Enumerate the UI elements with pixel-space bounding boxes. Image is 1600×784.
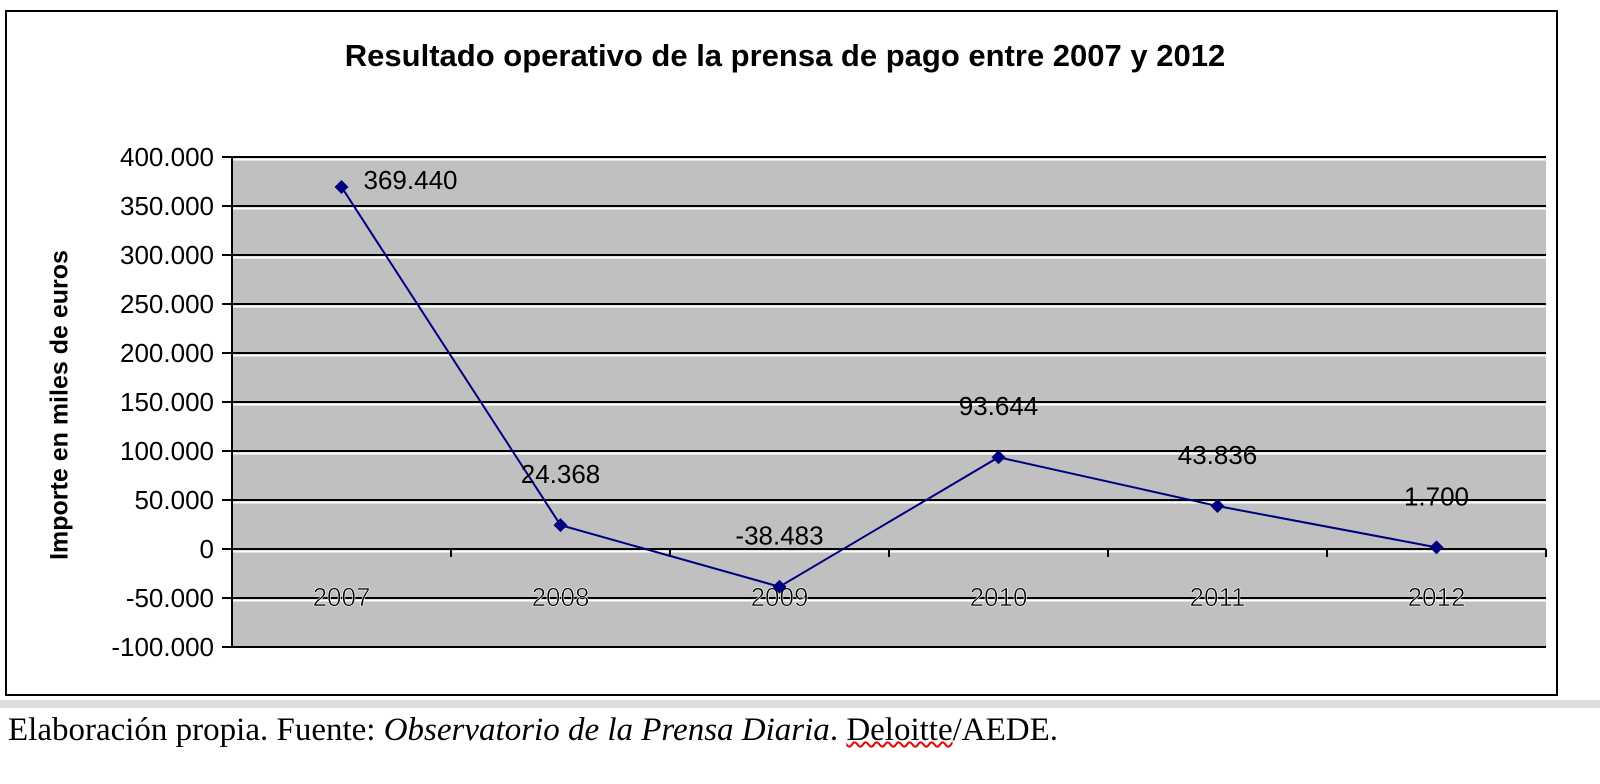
y-tick-label: -50.000: [126, 583, 214, 613]
data-label: 93.644: [959, 391, 1039, 421]
x-tick-label: 2010: [970, 582, 1028, 612]
y-tick-label: -100.000: [111, 632, 214, 662]
data-point-marker: [1429, 540, 1444, 555]
data-point-marker: [772, 579, 787, 594]
y-tick-label: 400.000: [120, 142, 214, 172]
x-tick-label: 2012: [1408, 582, 1466, 612]
data-label: -38.483: [735, 521, 823, 551]
series-line: [340, 186, 1437, 588]
data-point-marker: [553, 518, 568, 533]
y-tick-label: 150.000: [120, 387, 214, 417]
y-tick-label: 200.000: [120, 338, 214, 368]
caption-sep: .: [829, 712, 847, 748]
y-tick-label: 50.000: [134, 485, 214, 515]
separator-band: [0, 700, 1600, 708]
chart-title: Resultado operativo de la prensa de pago…: [344, 38, 1226, 73]
data-point-marker: [991, 450, 1006, 465]
y-tick-label: 100.000: [120, 436, 214, 466]
caption-source: Observatorio de la Prensa Diaria: [383, 712, 830, 748]
y-tick-label: 300.000: [120, 240, 214, 270]
x-tick-label: 2011: [1190, 582, 1246, 612]
x-tick-label: 2008: [532, 582, 590, 612]
source-caption: Elaboración propia. Fuente: Observatorio…: [8, 712, 1058, 749]
x-tick-label: 2007: [313, 582, 371, 612]
data-label: 43.836: [1178, 440, 1258, 470]
y-tick-label: 0: [200, 534, 214, 564]
y-tick-label: 250.000: [120, 289, 214, 319]
y-tick-label: 350.000: [120, 191, 214, 221]
data-point-marker: [334, 179, 349, 194]
data-label: 24.368: [521, 459, 601, 489]
caption-publisher: Deloitte: [846, 712, 953, 748]
caption-suffix: /AEDE.: [952, 712, 1059, 748]
data-point-marker: [1210, 499, 1225, 514]
caption-prefix: Elaboración propia. Fuente:: [8, 712, 384, 748]
data-label: 1.700: [1404, 481, 1469, 511]
data-label: 369.440: [364, 165, 458, 195]
